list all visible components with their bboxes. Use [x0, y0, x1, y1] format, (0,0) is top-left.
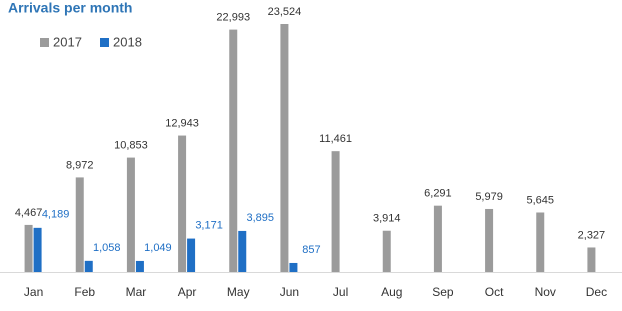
bar [126, 157, 135, 272]
data-label: 2,327 [578, 229, 606, 241]
legend-swatch [40, 38, 49, 47]
bar [178, 135, 187, 272]
bar [485, 208, 494, 272]
x-tick-label: Jan [24, 285, 43, 299]
bar [33, 227, 42, 272]
bar [587, 247, 596, 272]
data-label: 12,943 [165, 117, 199, 129]
data-label: 3,895 [246, 212, 274, 224]
data-label: 3,171 [195, 219, 223, 231]
legend-label: 2017 [53, 34, 82, 49]
x-tick-label: Dec [586, 285, 607, 299]
x-tick-label: Nov [535, 285, 556, 299]
bar [280, 24, 289, 272]
bar [135, 260, 144, 272]
data-label: 1,058 [93, 242, 121, 254]
bar [24, 224, 33, 272]
bar [229, 29, 238, 273]
data-label: 6,291 [424, 188, 452, 200]
data-label: 4,189 [42, 209, 70, 221]
bar [331, 151, 340, 272]
bar [382, 230, 391, 272]
bar [433, 205, 442, 272]
x-tick-label: Jun [280, 285, 299, 299]
data-label: 11,461 [319, 133, 352, 145]
x-tick-label: Mar [126, 285, 147, 299]
data-label: 3,914 [373, 213, 401, 225]
x-tick-label: Sep [432, 285, 454, 299]
x-tick-label: May [227, 285, 250, 299]
legend-swatch [100, 38, 109, 47]
data-label: 22,993 [216, 12, 250, 24]
data-label: 5,645 [526, 194, 554, 206]
data-label: 857 [302, 244, 320, 256]
bar [238, 230, 247, 272]
legend-label: 2018 [113, 34, 142, 49]
x-tick-label: Apr [178, 285, 197, 299]
data-label: 1,049 [144, 242, 172, 254]
data-label: 4,467 [15, 207, 43, 219]
x-tick-label: Jul [333, 285, 348, 299]
x-tick-label: Feb [74, 285, 95, 299]
bar [187, 238, 196, 272]
bar [289, 262, 298, 272]
bar [84, 260, 93, 272]
bar [75, 177, 84, 272]
data-label: 10,853 [114, 139, 148, 151]
chart-title: Arrivals per month [8, 0, 132, 16]
data-label: 5,979 [475, 191, 503, 203]
x-tick-label: Aug [381, 285, 402, 299]
bar [536, 212, 545, 272]
data-label: 8,972 [66, 159, 94, 171]
x-tick-label: Oct [485, 285, 504, 299]
data-label: 23,524 [268, 6, 302, 18]
